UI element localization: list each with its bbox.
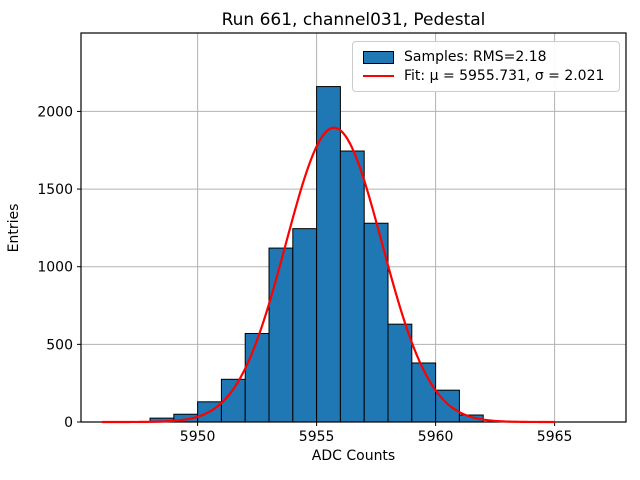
histogram-bar (316, 86, 341, 423)
y-tick-label: 1500 (37, 182, 73, 198)
x-tick-label: 5965 (537, 429, 573, 445)
y-tick-label: 0 (64, 415, 73, 431)
x-tick-label: 5950 (180, 429, 216, 445)
histogram-bar (292, 228, 318, 423)
y-tick-label: 1000 (37, 260, 73, 276)
legend-entry-samples: Samples: RMS=2.18 (363, 48, 609, 67)
histogram-bars (149, 86, 484, 423)
x-tick-label: 5955 (299, 429, 335, 445)
chart-title: Run 661, channel031, Pedestal (221, 10, 486, 30)
fit-curve (101, 126, 556, 424)
histogram-bar (339, 150, 365, 423)
fit-line-swatch-icon (363, 74, 394, 77)
legend-box: Samples: RMS=2.18 Fit: μ = 5955.731, σ =… (352, 41, 620, 92)
legend-label-fit: Fit: μ = 5955.731, σ = 2.021 (404, 67, 605, 84)
x-axis-label: ADC Counts (311, 448, 396, 464)
histogram-bar (268, 247, 294, 423)
gaussian-fit-curve (101, 126, 556, 424)
histogram-bar (387, 323, 413, 423)
y-tick-label: 500 (46, 337, 73, 353)
x-tick-label: 5960 (418, 429, 454, 445)
legend-label-samples: Samples: RMS=2.18 (404, 49, 547, 66)
histogram-bar (244, 332, 270, 423)
histogram-swatch-icon (363, 50, 394, 64)
axis-ticks: 5950 5955 5960 5965 0 500 1000 1500 2000 (37, 104, 572, 445)
axes-spines (80, 32, 627, 423)
legend-entry-fit: Fit: μ = 5955.731, σ = 2.021 (363, 67, 609, 86)
y-axis-label: Entries (6, 203, 22, 253)
y-tick-label: 2000 (37, 104, 73, 120)
